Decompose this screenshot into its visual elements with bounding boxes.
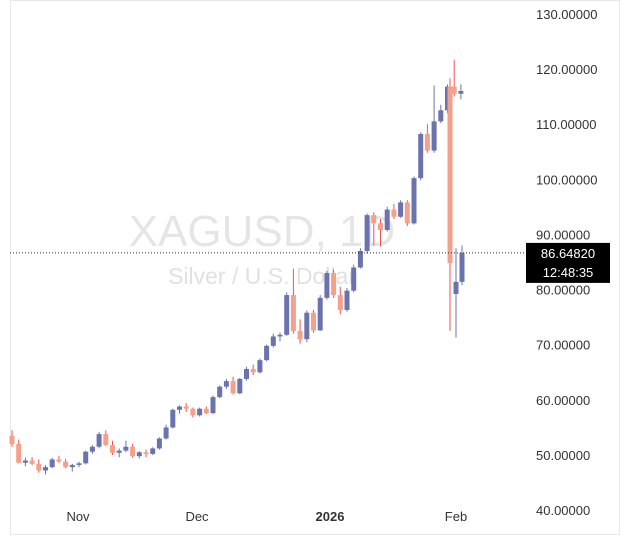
candle-down[interactable]	[56, 459, 62, 462]
candle-up[interactable]	[22, 460, 28, 463]
y-tick-label: 120.00000	[536, 62, 597, 77]
candle-up[interactable]	[411, 178, 417, 224]
candle-down[interactable]	[297, 330, 303, 340]
y-tick-label: 40.00000	[536, 503, 590, 518]
countdown-timer: 12:48:35	[543, 265, 594, 280]
watermark-symbol: XAGUSD, 1D	[129, 207, 396, 256]
candle-up[interactable]	[244, 368, 249, 379]
x-tick-label: Feb	[445, 509, 467, 524]
candle-down[interactable]	[337, 295, 343, 310]
candle-up[interactable]	[270, 336, 276, 346]
x-tick-label: Dec	[185, 509, 209, 524]
candle-down[interactable]	[424, 134, 430, 151]
candle-down[interactable]	[371, 215, 377, 224]
candle-up[interactable]	[431, 121, 437, 151]
candle-down[interactable]	[451, 86, 457, 94]
candle-up[interactable]	[96, 434, 102, 447]
candle-up[interactable]	[459, 252, 465, 282]
y-tick-label: 50.00000	[536, 448, 590, 463]
candle-up[interactable]	[43, 467, 48, 471]
candle-down[interactable]	[16, 443, 22, 463]
x-tick-label: Nov	[66, 509, 90, 524]
candle-up[interactable]	[156, 438, 162, 449]
candle-up[interactable]	[197, 408, 203, 416]
candle-up[interactable]	[344, 290, 350, 310]
candle-up[interactable]	[69, 464, 75, 468]
candle-down[interactable]	[183, 406, 189, 409]
candle-up[interactable]	[49, 459, 55, 468]
candle-up[interactable]	[170, 409, 176, 428]
candle-down[interactable]	[230, 381, 236, 394]
candles-layer	[9, 60, 465, 475]
candle-up[interactable]	[453, 281, 459, 294]
candle-up[interactable]	[223, 381, 229, 387]
candle-down[interactable]	[391, 209, 397, 217]
candle-down[interactable]	[331, 273, 337, 296]
candle-up[interactable]	[364, 215, 370, 251]
candle-up[interactable]	[163, 427, 169, 439]
candle-up[interactable]	[123, 446, 129, 451]
candle-up[interactable]	[398, 202, 404, 217]
y-tick-label: 60.00000	[536, 393, 590, 408]
last-price-tag-bg	[526, 242, 610, 283]
x-tick-label: 2026	[316, 509, 345, 524]
candle-up[interactable]	[317, 297, 323, 331]
candle-up[interactable]	[324, 273, 330, 298]
y-axis: 130.00000 120.00000 110.00000 100.00000 90.0…	[536, 7, 597, 518]
candle-down[interactable]	[203, 408, 209, 414]
candle-up[interactable]	[384, 209, 390, 230]
candle-up[interactable]	[264, 345, 270, 361]
candle-up[interactable]	[351, 267, 357, 291]
y-tick-label: 130.00000	[536, 7, 597, 22]
candle-up[interactable]	[177, 406, 182, 410]
x-axis: Nov Dec 2026 Feb	[66, 509, 467, 524]
candle-up[interactable]	[116, 450, 122, 453]
candle-up[interactable]	[257, 360, 263, 373]
candle-down[interactable]	[9, 435, 15, 444]
candle-down[interactable]	[143, 452, 149, 454]
candle-up[interactable]	[136, 452, 142, 457]
candle-down[interactable]	[103, 434, 109, 446]
candle-up[interactable]	[418, 134, 424, 179]
candle-down[interactable]	[447, 86, 453, 264]
candle-down[interactable]	[29, 460, 35, 464]
candle-down[interactable]	[190, 408, 196, 416]
candle-down[interactable]	[290, 295, 296, 331]
candle-up[interactable]	[150, 448, 156, 454]
y-tick-label: 80.00000	[536, 283, 590, 298]
candle-up[interactable]	[83, 451, 89, 464]
y-tick-label: 100.00000	[536, 172, 597, 187]
candle-up[interactable]	[76, 463, 82, 465]
last-price-value: 86.64820	[541, 246, 595, 261]
y-tick-label: 90.00000	[536, 227, 590, 242]
candle-up[interactable]	[357, 250, 363, 268]
candle-up[interactable]	[210, 397, 216, 414]
candle-down[interactable]	[130, 446, 136, 457]
last-price-tag: 86.64820 12:48:35	[526, 242, 610, 283]
candle-down[interactable]	[378, 223, 383, 230]
y-tick-label: 70.00000	[536, 338, 590, 353]
candle-up[interactable]	[217, 386, 223, 398]
candle-down[interactable]	[311, 312, 316, 331]
candle-up[interactable]	[237, 378, 243, 394]
candle-up[interactable]	[277, 334, 283, 337]
candle-up[interactable]	[89, 446, 95, 452]
candle-down[interactable]	[110, 445, 115, 453]
candle-down[interactable]	[63, 461, 69, 468]
candle-down[interactable]	[36, 463, 42, 471]
candle-up[interactable]	[438, 110, 444, 122]
candle-down[interactable]	[404, 202, 410, 224]
candle-up[interactable]	[458, 91, 464, 94]
candle-up[interactable]	[304, 312, 310, 340]
candle-down[interactable]	[250, 368, 256, 373]
candle-up[interactable]	[284, 295, 290, 335]
y-tick-label: 110.00000	[536, 117, 597, 132]
